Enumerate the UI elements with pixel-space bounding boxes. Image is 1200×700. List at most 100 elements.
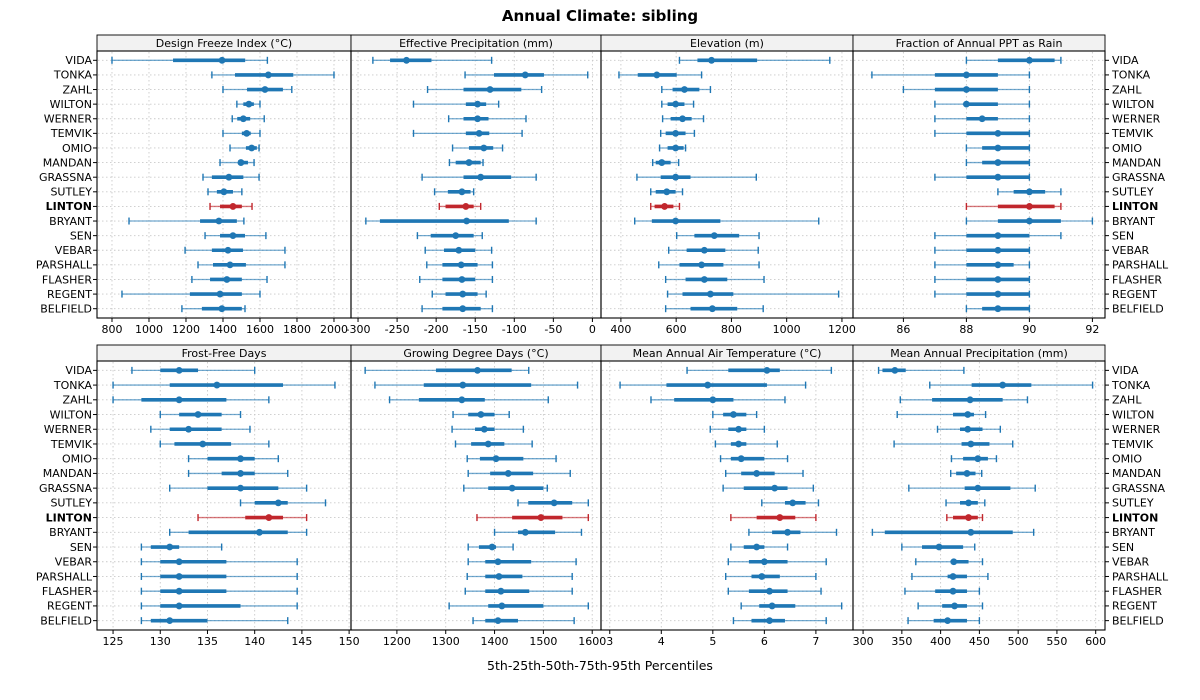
percentile-row [902,86,1031,94]
percentile-row [899,396,1029,404]
percentile-row [934,100,1031,108]
percentile-row [412,129,523,137]
station-label-left: GRASSNA [39,171,92,184]
percentile-row [904,587,981,595]
station-label-left: BELFIELD [40,614,92,627]
median-dot [261,86,269,93]
percentile-row [159,440,270,448]
x-tick-label: 1400 [209,323,237,336]
percentile-row [419,275,494,283]
percentile-row [222,86,293,94]
station-label-left: GRASSNA [39,482,92,495]
percentile-row [661,86,712,94]
median-dot [704,381,712,389]
percentile-row [454,440,533,448]
panel-strip-title: Frost-Free Days [182,347,267,360]
median-dot [224,246,232,254]
median-dot [495,573,503,580]
percentile-row [112,396,270,404]
percentile-row [204,232,267,240]
median-dot [248,144,256,152]
median-dot [994,159,1002,166]
percentile-row [452,411,510,419]
x-tick-label: -50 [544,323,562,336]
percentile-row [438,202,482,210]
percentile-row [372,56,493,64]
percentile-row [451,425,525,433]
station-label-left: WERNER [44,423,93,436]
x-tick-label: 600 [1085,635,1106,648]
percentile-row [365,217,537,225]
percentile-row [650,202,681,210]
percentile-row [934,232,1062,240]
x-tick-label: 5 [709,635,716,648]
percentile-row [140,617,289,625]
percentile-row [727,587,822,595]
percentile-row [466,455,557,463]
x-tick-label: 1500 [529,635,557,648]
median-dot [175,573,183,580]
median-dot [521,528,529,536]
median-dot [672,217,680,225]
station-label-left: BELFIELD [40,302,92,315]
median-dot [458,276,466,283]
median-dot [700,246,708,254]
station-label-right: SEN [1112,541,1134,554]
percentile-row [412,100,500,108]
station-label-left: SUTLEY [50,497,92,510]
percentile-row [934,173,1031,181]
percentile-row [658,261,760,269]
percentile-row [447,115,527,123]
station-label-right: MANDAN [1112,156,1161,169]
median-dot [771,484,779,492]
x-tick-label: 1600 [246,323,274,336]
x-tick-label: 1000 [773,323,801,336]
median-dot [735,425,742,433]
median-dot [978,115,986,123]
percentile-row [150,425,251,433]
median-dot [458,188,466,196]
percentile-row [934,290,1031,298]
x-tick-label: 1600 [578,635,606,648]
percentile-row [650,188,684,196]
median-dot [199,440,207,448]
percentile-row [467,558,577,566]
percentile-row [965,144,1031,152]
median-dot [658,159,666,166]
station-label-right: REGENT [1112,600,1157,613]
median-dot [1026,203,1033,210]
percentile-row [661,115,705,123]
percentile-row [893,440,1014,448]
median-dot [484,440,492,448]
station-label-right: BELFIELD [1112,614,1164,627]
median-dot [459,290,467,298]
x-tick-label: 2000 [320,323,348,336]
percentile-row [667,246,759,254]
median-dot [488,543,496,551]
percentile-row [433,188,475,196]
percentile-row [236,100,261,108]
percentile-row [467,543,514,551]
median-dot [949,587,957,595]
median-dot [760,558,768,566]
x-tick-label: 88 [959,323,973,336]
percentile-row [664,305,764,313]
median-dot [768,602,776,610]
percentile-row [730,514,817,522]
station-label-right: PARSHALL [1112,259,1169,272]
percentile-row [725,469,804,477]
median-dot [999,381,1007,389]
page-title: Annual Climate: sibling [501,7,699,25]
median-dot [225,173,233,181]
panel-1: Effective Precipitation (mm) -300 -250 -200… [346,34,602,336]
panel-strip-title: Mean Annual Air Temperature (°C) [633,347,822,360]
median-dot [994,232,1002,240]
percentile-row [732,617,827,625]
median-dot [237,159,245,166]
percentile-row [140,587,298,595]
median-dot [475,129,483,137]
median-dot [766,617,773,625]
median-dot [504,470,512,477]
station-label-left: FLASHER [42,585,92,598]
percentile-row [416,232,483,240]
